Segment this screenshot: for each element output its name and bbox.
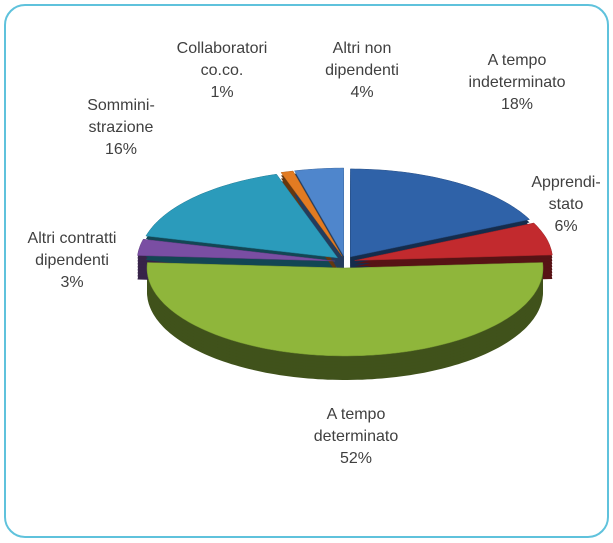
slice <box>280 170 343 257</box>
value-label: 6% <box>554 218 578 235</box>
category-label: Collaboratori co.co. <box>176 40 268 79</box>
value-label: 3% <box>60 274 84 291</box>
slice <box>350 168 531 258</box>
category-label: Altri contratti dipendenti <box>27 230 117 269</box>
category-label: Apprendi- stato <box>531 174 601 213</box>
value-label: 18% <box>500 96 534 113</box>
value-label: 52% <box>339 450 373 467</box>
category-label: Sommini- strazione <box>87 97 155 136</box>
slice <box>145 173 339 259</box>
category-label: A tempo determinato <box>313 406 399 445</box>
slice <box>137 238 336 262</box>
slice <box>354 222 553 261</box>
value-label: 1% <box>210 84 234 101</box>
slice <box>294 167 344 257</box>
value-label: 16% <box>104 141 138 158</box>
category-label: A tempo indeterminato <box>468 52 566 91</box>
value-label: 4% <box>350 84 374 101</box>
category-label: Altri non dipendenti <box>325 40 399 79</box>
slice <box>146 262 544 357</box>
